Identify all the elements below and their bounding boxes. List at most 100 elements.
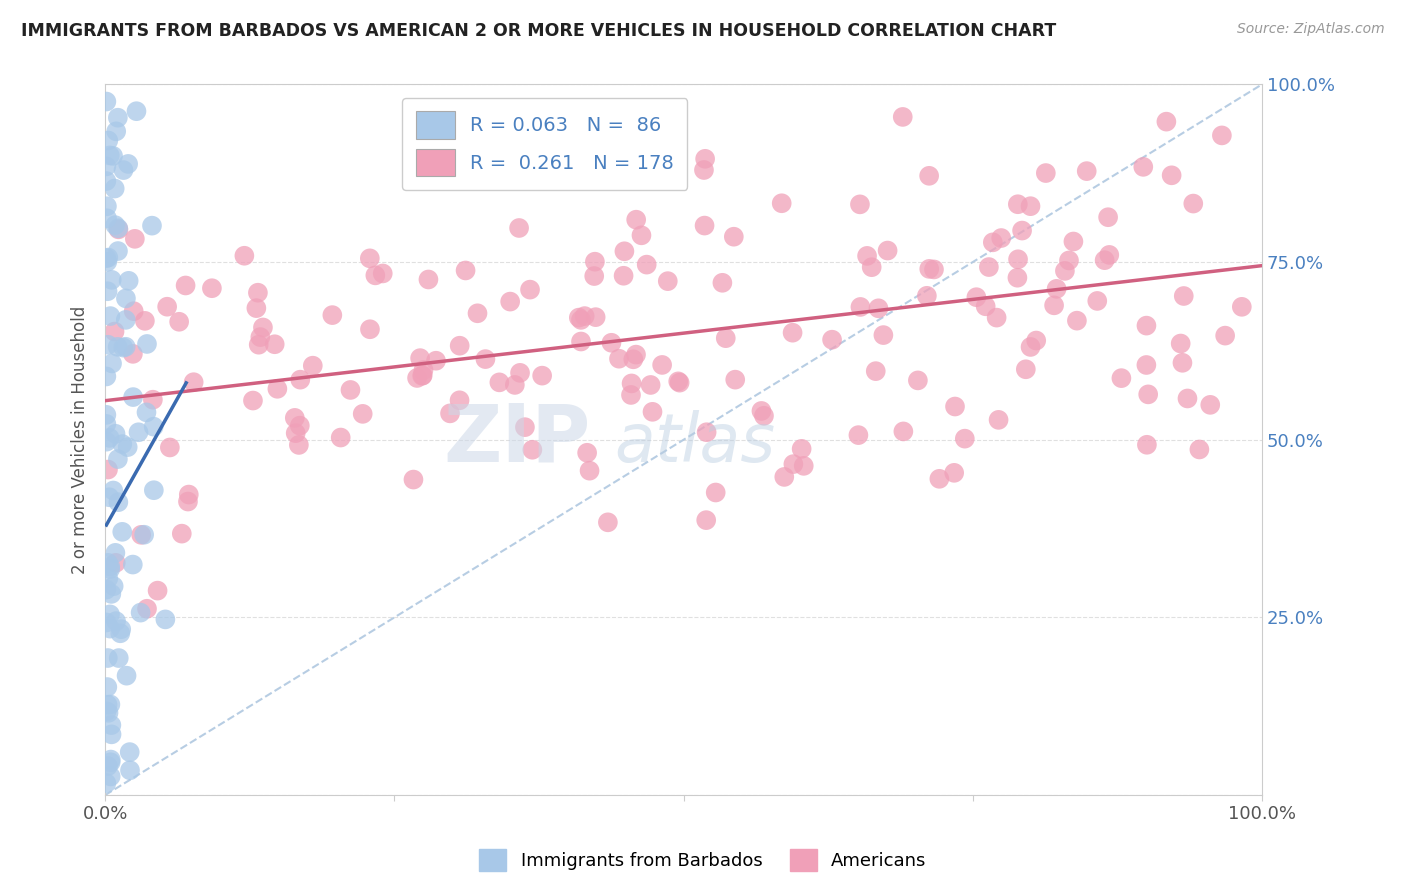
Point bbox=[97, 337, 120, 351]
Point bbox=[872, 328, 894, 343]
Point bbox=[488, 376, 510, 390]
Point bbox=[96, 680, 118, 694]
Point bbox=[103, 325, 125, 339]
Point bbox=[1177, 392, 1199, 406]
Point bbox=[97, 134, 120, 148]
Point bbox=[128, 425, 150, 440]
Point bbox=[1211, 128, 1233, 143]
Point bbox=[96, 254, 118, 268]
Point bbox=[98, 431, 121, 445]
Point bbox=[155, 612, 177, 626]
Point bbox=[696, 425, 718, 440]
Point bbox=[848, 428, 870, 442]
Point bbox=[412, 368, 434, 383]
Point bbox=[965, 290, 987, 304]
Point bbox=[752, 409, 775, 423]
Point bbox=[97, 698, 120, 712]
Point bbox=[981, 235, 1004, 250]
Point bbox=[134, 314, 156, 328]
Point bbox=[122, 347, 145, 361]
Point bbox=[583, 254, 606, 268]
Point bbox=[107, 221, 129, 235]
Point bbox=[630, 228, 652, 243]
Point bbox=[170, 526, 193, 541]
Point bbox=[522, 442, 544, 457]
Point bbox=[922, 262, 945, 277]
Point bbox=[100, 718, 122, 732]
Point bbox=[97, 285, 120, 299]
Point bbox=[100, 273, 122, 287]
Point bbox=[111, 437, 134, 451]
Text: atlas: atlas bbox=[614, 410, 775, 476]
Point bbox=[1097, 211, 1119, 225]
Point bbox=[406, 371, 429, 385]
Point bbox=[96, 582, 118, 597]
Point bbox=[1170, 336, 1192, 351]
Point bbox=[97, 462, 120, 476]
Point bbox=[1132, 160, 1154, 174]
Point bbox=[301, 359, 323, 373]
Point bbox=[953, 432, 976, 446]
Point bbox=[583, 268, 606, 283]
Point bbox=[1085, 293, 1108, 308]
Point bbox=[513, 420, 536, 434]
Point bbox=[96, 251, 118, 265]
Point bbox=[613, 244, 636, 259]
Point bbox=[100, 309, 122, 323]
Point bbox=[531, 368, 554, 383]
Point bbox=[252, 320, 274, 334]
Point bbox=[174, 278, 197, 293]
Point bbox=[96, 369, 118, 384]
Point bbox=[1213, 328, 1236, 343]
Point bbox=[98, 559, 121, 574]
Point bbox=[1171, 356, 1194, 370]
Point bbox=[1043, 298, 1066, 312]
Point bbox=[439, 406, 461, 420]
Legend: R = 0.063   N =  86, R =  0.261   N = 178: R = 0.063 N = 86, R = 0.261 N = 178 bbox=[402, 98, 688, 190]
Point bbox=[449, 339, 471, 353]
Point bbox=[371, 267, 394, 281]
Point bbox=[96, 199, 118, 213]
Point bbox=[263, 337, 285, 351]
Point bbox=[620, 388, 643, 402]
Point bbox=[100, 587, 122, 601]
Point bbox=[578, 464, 600, 478]
Point bbox=[359, 322, 381, 336]
Point bbox=[352, 407, 374, 421]
Point bbox=[849, 300, 872, 314]
Point bbox=[134, 527, 156, 541]
Point bbox=[167, 315, 190, 329]
Point bbox=[1045, 282, 1067, 296]
Point bbox=[574, 309, 596, 323]
Point bbox=[96, 704, 118, 718]
Point bbox=[1015, 362, 1038, 376]
Text: ZIP: ZIP bbox=[444, 401, 591, 479]
Point bbox=[1136, 438, 1159, 452]
Point bbox=[1062, 235, 1084, 249]
Point bbox=[724, 373, 747, 387]
Point bbox=[107, 340, 129, 354]
Point bbox=[1156, 114, 1178, 128]
Point bbox=[868, 301, 890, 316]
Point bbox=[596, 516, 619, 530]
Point bbox=[693, 219, 716, 233]
Point bbox=[97, 651, 120, 665]
Point bbox=[107, 495, 129, 509]
Point bbox=[519, 283, 541, 297]
Point bbox=[1019, 340, 1042, 354]
Point bbox=[329, 431, 352, 445]
Point bbox=[657, 274, 679, 288]
Point bbox=[1007, 270, 1029, 285]
Point bbox=[97, 759, 120, 773]
Point bbox=[621, 352, 644, 367]
Point bbox=[129, 606, 152, 620]
Point bbox=[110, 622, 132, 636]
Point bbox=[117, 157, 139, 171]
Point bbox=[714, 331, 737, 345]
Point bbox=[1025, 334, 1047, 348]
Point bbox=[100, 727, 122, 741]
Point bbox=[110, 626, 132, 640]
Point bbox=[576, 446, 599, 460]
Point bbox=[1035, 166, 1057, 180]
Point bbox=[1199, 398, 1222, 412]
